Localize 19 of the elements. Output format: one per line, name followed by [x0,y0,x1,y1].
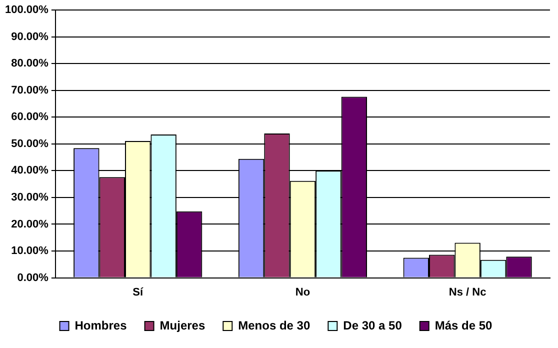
y-tick-label: 20.00% [11,218,49,230]
legend-label: Hombres [74,318,128,332]
y-tick-label: 60.00% [11,111,49,124]
y-tick-label: 70.00% [11,84,49,96]
y-tick-label: 10.00% [11,245,49,258]
x-tick-label: Ns / Nc [448,286,486,298]
legend-label: Más de 50 [434,318,493,332]
legend-label: De 30 a 50 [343,318,402,332]
y-tick-label: 0.00% [17,272,49,284]
x-tick-label: Sí [132,286,144,298]
y-tick-label: 40.00% [11,164,49,177]
y-tick-label: 30.00% [11,191,49,204]
y-tick-label: 90.00% [11,30,49,43]
legend-label: Menos de 30 [238,318,310,332]
y-tick-label: 100.00% [4,4,49,16]
legend-label: Mujeres [160,318,206,332]
x-tick-label: No [295,286,310,298]
y-tick-label: 80.00% [11,58,49,70]
y-tick-label: 50.00% [11,138,49,150]
